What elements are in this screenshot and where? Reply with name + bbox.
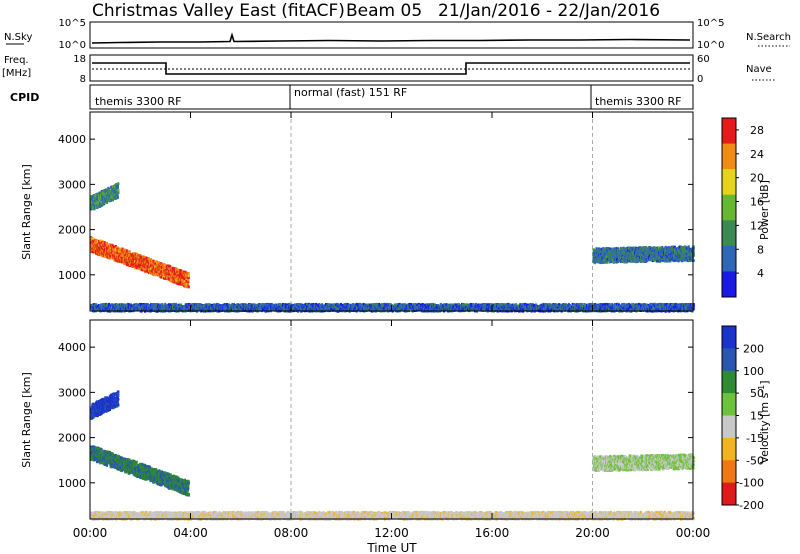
echo-cell (117, 192, 119, 195)
cpid-label: CPID (10, 91, 39, 104)
nsky-strip: N.Sky 10^5 10^0 10^5 10^0 N.Search (4, 18, 791, 51)
echo-cell (188, 272, 190, 275)
nsky-tick-top: 10^5 (59, 18, 86, 29)
nsky-line (92, 35, 690, 43)
nsearch-tick-bottom: 10^0 (697, 40, 724, 51)
freq-strip: Freq. [MHz] 18 8 60 0 Nave (2, 54, 776, 85)
freq-unit: [MHz] (2, 68, 31, 79)
station-title: Christmas Valley East (fitACF) (92, 1, 345, 21)
freq-tick-top: 18 (73, 54, 86, 65)
freq-tick-bottom: 8 (80, 74, 86, 85)
date-range: 21/Jan/2016 - 22/Jan/2016 (438, 1, 660, 21)
echo-cell (117, 182, 119, 185)
echo-cell (117, 189, 119, 192)
nsky-label: N.Sky (4, 32, 32, 43)
freq-label: Freq. (4, 55, 29, 66)
cpid-segment-1: themis 3300 RF (95, 95, 182, 108)
nave-tick-top: 60 (697, 54, 710, 65)
nsearch-tick-top: 10^5 (697, 18, 724, 29)
nsearch-label: N.Search (746, 32, 791, 43)
cpid-segment-2: normal (fast) 151 RF (294, 86, 407, 99)
echo-cell (117, 196, 119, 199)
echo-cell (160, 276, 162, 279)
echo-cell (321, 303, 323, 306)
beam-title: Beam 05 (346, 1, 422, 21)
echo-cell (188, 275, 190, 278)
cpid-segment-3: themis 3300 RF (595, 95, 682, 108)
nave-tick-bottom: 0 (697, 74, 703, 85)
power-data-layer (90, 112, 695, 313)
echo-cell (188, 286, 190, 289)
nsky-tick-bottom: 10^0 (59, 40, 86, 51)
cpid-strip: CPID themis 3300 RF normal (fast) 151 RF… (10, 85, 693, 109)
echo-cell (187, 279, 189, 282)
nave-label: Nave (746, 64, 772, 75)
